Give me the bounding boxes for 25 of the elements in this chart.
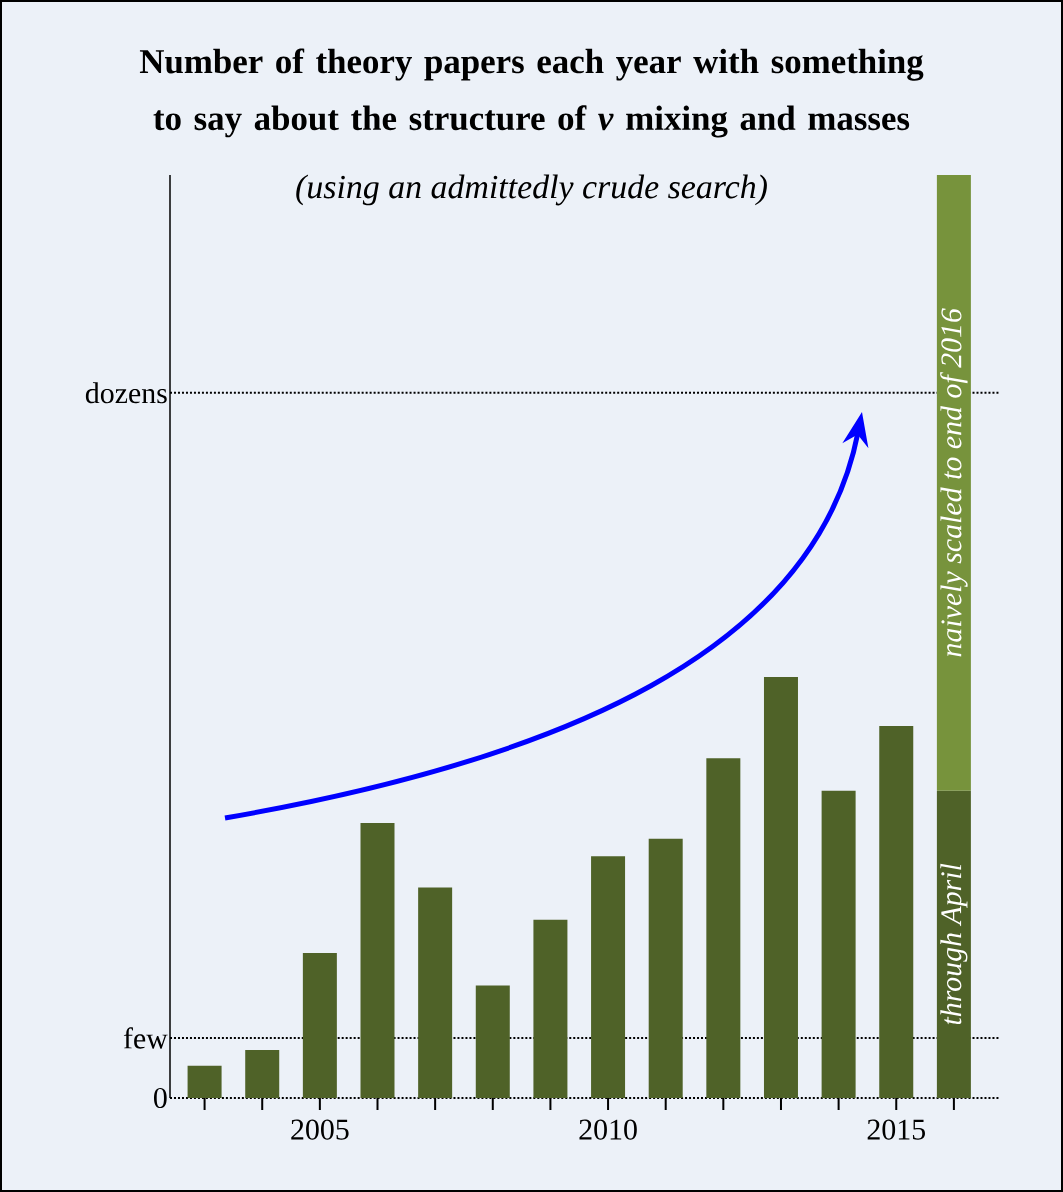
bar [591,856,626,1098]
ref-line-label: dozens [85,382,167,404]
bar [706,758,741,1098]
bar [418,887,453,1098]
annotation: through April [940,863,968,1025]
bar [187,1065,222,1098]
x-tick-label: 2015 [867,1119,925,1140]
bar [821,790,856,1098]
ref-line-label: few [123,1027,168,1049]
chart-subtitle: (using an admittedly crude search) [296,174,767,206]
x-tick-label: 2005 [291,1119,349,1140]
ref-line-label: 0 [154,1087,167,1109]
bar [936,790,971,1098]
bar [879,726,914,1098]
x-tick-label: 2010 [579,1119,637,1140]
bar [763,677,798,1098]
bar [533,919,568,1098]
bar [648,838,683,1098]
bar [936,174,971,791]
bar [475,985,510,1098]
annotation: naively scaled to end of 2016 [940,308,968,657]
chart-title: Number of theory papers each year with something to say about the structure of ν mixing and masses [139,48,924,138]
bar [245,1049,280,1098]
bar [360,822,395,1098]
bar [302,953,337,1098]
